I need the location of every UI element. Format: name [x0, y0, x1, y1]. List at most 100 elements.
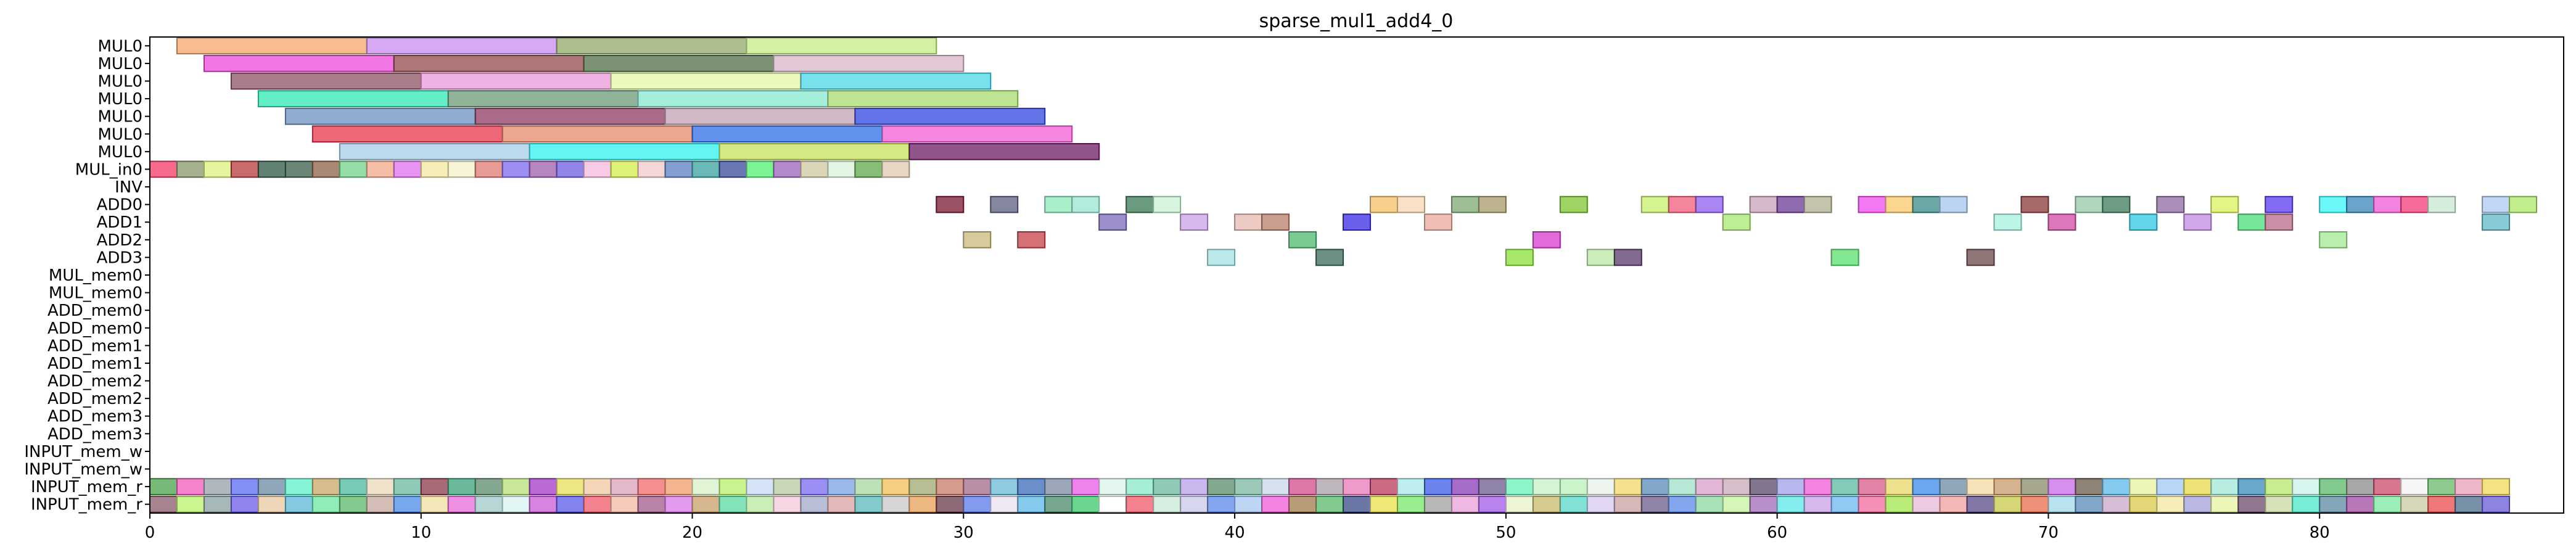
task-bar	[1858, 495, 1887, 513]
task-bar	[2319, 195, 2348, 213]
task-bar	[610, 478, 639, 495]
task-bar	[1343, 213, 1371, 231]
task-bar	[311, 125, 503, 143]
task-bar	[1288, 231, 1317, 249]
task-bar	[881, 495, 910, 513]
task-bar	[2210, 478, 2239, 495]
y-tick-label: ADD_mem0	[47, 319, 142, 338]
task-bar	[1125, 478, 1154, 495]
task-bar	[1613, 495, 1642, 513]
task-bar	[827, 160, 856, 178]
task-bar	[2400, 495, 2429, 513]
task-bar	[1586, 478, 1615, 495]
task-bar	[1559, 495, 1588, 513]
task-bar	[1315, 249, 1344, 266]
task-bar	[2427, 195, 2456, 213]
task-bar	[1423, 213, 1452, 231]
task-bar	[339, 495, 368, 513]
task-bar	[2373, 195, 2402, 213]
task-bar	[854, 160, 883, 178]
task-bar	[2427, 478, 2456, 495]
task-bar	[1098, 213, 1127, 231]
y-tick-label: ADD_mem3	[47, 425, 142, 443]
task-bar	[2102, 195, 2131, 213]
task-bar	[2047, 495, 2076, 513]
task-bar	[637, 90, 829, 107]
task-bar	[1234, 495, 1263, 513]
task-bar	[1695, 478, 1724, 495]
y-tick-label: MUL0	[98, 108, 143, 126]
task-bar	[827, 478, 856, 495]
task-bar	[1912, 495, 1941, 513]
task-bar	[284, 160, 313, 178]
task-bar	[2102, 495, 2131, 513]
y-tick-label: MUL0	[98, 125, 143, 144]
task-bar	[1451, 478, 1479, 495]
y-tick-label: MUL0	[98, 143, 143, 162]
task-bar	[854, 478, 883, 495]
y-tick-label: INPUT_mem_r	[31, 496, 142, 514]
task-bar	[746, 160, 775, 178]
task-bar	[637, 478, 666, 495]
task-bar	[2156, 495, 2185, 513]
task-bar	[990, 478, 1019, 495]
plot-frame	[149, 36, 2564, 514]
task-bar	[1722, 478, 1751, 495]
task-bar	[1803, 495, 1832, 513]
task-bar	[1423, 495, 1452, 513]
task-bar	[1071, 195, 1100, 213]
task-bar	[203, 478, 232, 495]
task-bar	[176, 160, 205, 178]
task-bar	[1939, 495, 1968, 513]
task-bar	[583, 478, 612, 495]
task-bar	[881, 478, 910, 495]
task-bar	[2455, 495, 2483, 513]
task-bar	[2400, 195, 2429, 213]
y-tick-label: MUL_mem0	[49, 284, 142, 303]
task-bar	[556, 478, 585, 495]
y-tick-label: ADD1	[97, 213, 142, 232]
task-bar	[908, 142, 1100, 160]
task-bar	[1396, 478, 1425, 495]
y-tick-label: ADD0	[97, 196, 142, 215]
task-bar	[1505, 249, 1534, 266]
task-bar	[1180, 495, 1209, 513]
task-bar	[1722, 213, 1751, 231]
task-bar	[529, 495, 558, 513]
task-bar	[176, 495, 205, 513]
task-bar	[2292, 495, 2321, 513]
task-bar	[1613, 249, 1642, 266]
task-bar	[936, 195, 965, 213]
task-bar	[2129, 213, 2158, 231]
y-tick-label: INPUT_mem_w	[24, 443, 142, 461]
task-bar	[1858, 195, 1887, 213]
task-bar	[1640, 495, 1669, 513]
task-bar	[1153, 195, 1182, 213]
y-tick-label: MUL0	[98, 37, 143, 56]
task-bar	[583, 495, 612, 513]
task-bar	[908, 478, 937, 495]
task-bar	[1695, 195, 1724, 213]
task-bar	[1586, 495, 1615, 513]
task-bar	[2075, 495, 2104, 513]
task-bar	[1261, 478, 1290, 495]
task-bar	[1369, 195, 1398, 213]
task-bar	[2210, 195, 2239, 213]
task-bar	[311, 478, 340, 495]
task-bar	[1369, 478, 1398, 495]
task-bar	[2482, 195, 2511, 213]
task-bar	[1017, 495, 1046, 513]
task-bar	[1478, 195, 1507, 213]
task-bar	[773, 495, 802, 513]
task-bar	[1098, 478, 1127, 495]
task-bar	[1885, 495, 1914, 513]
task-bar	[1993, 213, 2022, 231]
task-bar	[529, 478, 558, 495]
task-bar	[637, 160, 666, 178]
task-bar	[2509, 195, 2538, 213]
task-bar	[1830, 249, 1859, 266]
task-bar	[501, 160, 530, 178]
task-bar	[2075, 195, 2104, 213]
task-bar	[691, 125, 883, 143]
